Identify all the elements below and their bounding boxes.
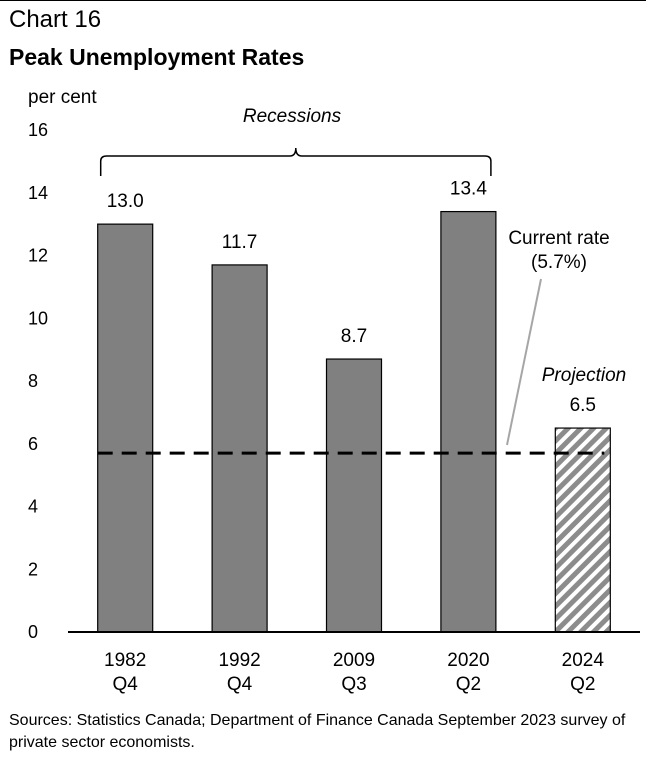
bar-value-label: 13.4 (450, 179, 487, 200)
y-tick-label: 2 (28, 559, 38, 579)
y-tick-label: 16 (28, 120, 48, 140)
current-rate-value-label: (5.7%) (531, 252, 587, 273)
x-tick-sublabel: Q2 (456, 674, 481, 695)
y-tick-label: 8 (28, 371, 38, 391)
x-tick-sublabel: Q2 (570, 674, 595, 695)
bar (440, 210, 497, 633)
bar-value-label: 13.0 (107, 191, 144, 212)
chart-number: Chart 16 (9, 6, 102, 33)
x-tick-label: 1992 (218, 650, 260, 671)
y-tick-label: 12 (28, 246, 48, 266)
y-axis-label: per cent (28, 87, 97, 108)
recessions-brace (99, 147, 492, 176)
top-rule (0, 0, 646, 1)
projection-label: Projection (542, 365, 627, 386)
projection-bar (554, 427, 611, 633)
bar-value-label: 8.7 (341, 326, 367, 347)
bar (97, 223, 154, 633)
y-tick-label: 0 (28, 622, 38, 642)
x-tick-label: 2009 (333, 650, 375, 671)
chart-title: Peak Unemployment Rates (9, 44, 305, 70)
y-tick-label: 10 (28, 308, 48, 328)
recessions-label: Recessions (243, 106, 342, 127)
x-tick-sublabel: Q3 (341, 674, 366, 695)
y-tick-label: 14 (28, 183, 48, 203)
y-tick-label: 4 (28, 497, 38, 517)
x-tick-sublabel: Q4 (227, 674, 253, 695)
x-tick-label: 2024 (562, 650, 605, 671)
bar (211, 264, 268, 633)
x-tick-label: 2020 (447, 650, 489, 671)
source-note: Sources: Statistics Canada; Department o… (9, 712, 626, 751)
x-tick-sublabel: Q4 (113, 674, 139, 695)
current-rate-label: Current rate (508, 228, 609, 249)
y-tick-label: 6 (28, 434, 38, 454)
x-tick-label: 1982 (104, 650, 146, 671)
bar-value-label: 11.7 (222, 232, 258, 253)
bar-value-label: 6.5 (570, 395, 596, 416)
current-rate-leader (506, 278, 542, 446)
bar (325, 358, 383, 633)
